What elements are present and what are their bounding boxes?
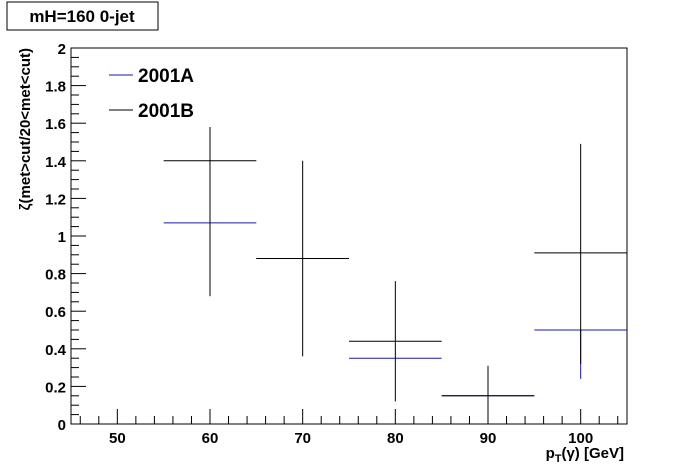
y-tick-label: 0.8 <box>45 267 66 284</box>
y-tick-label: 1 <box>58 229 66 246</box>
y-tick-label: 1.6 <box>45 116 66 133</box>
legend-label-2001B: 2001B <box>138 101 194 122</box>
x-tick-label: 100 <box>568 430 593 447</box>
y-tick-label: 0.6 <box>45 304 66 321</box>
y-axis-title: ζ(met>cut/20<met<cut) <box>17 48 34 210</box>
data-points <box>163 126 627 424</box>
y-tick-label: 2 <box>58 41 66 58</box>
x-axis-title-mid: (γ) <box>561 445 579 462</box>
x-tick-label: 90 <box>480 430 497 447</box>
x-axis-title: pT(γ) [GeV] <box>546 445 624 465</box>
x-axis-title-base: p <box>546 445 555 462</box>
x-axis-title-sub: T <box>555 453 562 465</box>
point-2001b-100 <box>534 143 627 364</box>
axis-ticks: 0 0.2 0.4 0.6 0.8 1 1.2 1.4 1.6 1.8 2 50 60 70 80 90 100 <box>45 41 619 447</box>
x-tick-label: 50 <box>109 430 126 447</box>
point-2001b-80 <box>349 281 442 402</box>
y-tick-label: 0.4 <box>45 342 67 359</box>
x-tick-label: 80 <box>387 430 404 447</box>
point-2001b-90 <box>441 365 535 424</box>
x-tick-label: 60 <box>202 430 219 447</box>
point-2001b-60 <box>163 126 257 297</box>
y-tick-label: 0.2 <box>45 379 66 396</box>
chart-title-box: mH=160 0-jet <box>6 1 159 31</box>
legend-label-2001A: 2001A <box>138 66 194 87</box>
x-tick-label: 70 <box>294 430 311 447</box>
y-tick-label: 1.4 <box>45 154 67 171</box>
legend: 2001A 2001B <box>109 66 194 122</box>
point-2001b-70 <box>256 160 349 357</box>
y-tick-label: 1.8 <box>45 79 66 96</box>
y-tick-label: 1.2 <box>45 191 66 208</box>
y-tick-label: 0 <box>58 417 66 434</box>
x-axis-title-tail: [GeV] <box>580 445 624 462</box>
chart-title: mH=160 0-jet <box>29 7 135 26</box>
